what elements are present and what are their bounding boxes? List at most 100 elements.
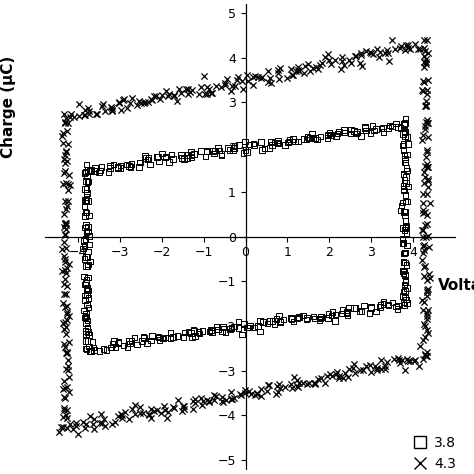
Point: [282, 141, 289, 149]
Point: [401, 366, 408, 374]
Point: [82, 168, 89, 176]
Point: [287, 314, 295, 322]
Point: [424, 329, 432, 337]
Point: [207, 89, 214, 97]
Point: [422, 60, 429, 68]
Point: [316, 315, 324, 322]
Point: [328, 61, 335, 68]
Point: [60, 377, 68, 384]
Point: [294, 66, 302, 74]
Point: [228, 324, 235, 331]
Point: [419, 296, 426, 304]
Point: [109, 106, 116, 114]
Point: [388, 123, 396, 130]
Point: [82, 424, 89, 432]
Point: [147, 405, 155, 413]
Point: [177, 151, 185, 159]
Point: [60, 413, 67, 420]
Point: [82, 276, 90, 283]
Point: [64, 348, 71, 356]
Point: [353, 128, 361, 136]
Point: [418, 227, 426, 234]
Point: [401, 301, 409, 309]
Point: [385, 124, 392, 131]
Point: [244, 324, 252, 331]
Point: [400, 140, 407, 148]
Point: [401, 119, 409, 127]
Point: [83, 254, 91, 261]
Point: [424, 76, 431, 84]
Point: [63, 205, 70, 212]
Point: [90, 344, 97, 351]
Point: [64, 186, 72, 194]
Point: [203, 90, 210, 98]
Point: [129, 405, 137, 413]
Point: [157, 409, 165, 417]
Point: [82, 253, 90, 261]
Point: [180, 155, 188, 163]
Point: [313, 136, 320, 144]
Point: [61, 219, 69, 227]
Point: [81, 185, 89, 193]
Point: [64, 356, 72, 364]
Point: [128, 337, 135, 345]
Point: [258, 73, 265, 81]
Point: [249, 81, 257, 89]
Point: [85, 304, 92, 311]
Point: [326, 370, 334, 378]
Point: [255, 73, 262, 81]
Point: [424, 119, 431, 127]
Point: [200, 398, 207, 405]
Point: [414, 45, 422, 53]
Point: [63, 349, 71, 356]
Point: [58, 245, 65, 253]
Point: [401, 281, 409, 288]
Point: [419, 355, 427, 363]
Point: [338, 57, 346, 64]
Point: [334, 368, 341, 375]
Point: [357, 132, 365, 140]
Point: [426, 274, 433, 282]
Point: [403, 167, 411, 174]
Point: [425, 243, 433, 251]
Point: [212, 392, 220, 400]
Point: [229, 146, 237, 154]
Point: [138, 337, 146, 345]
Point: [246, 321, 254, 329]
Point: [219, 393, 226, 401]
Point: [422, 101, 430, 109]
Point: [424, 220, 431, 228]
Point: [377, 356, 384, 364]
Point: [267, 137, 275, 145]
Point: [328, 131, 335, 139]
Point: [180, 333, 188, 341]
Point: [121, 409, 128, 416]
Point: [84, 324, 91, 332]
Point: [236, 391, 244, 398]
Point: [300, 70, 308, 77]
Point: [61, 167, 69, 174]
Point: [163, 87, 170, 94]
Point: [340, 128, 348, 136]
Point: [207, 326, 215, 334]
Point: [63, 127, 71, 135]
Point: [288, 65, 295, 73]
Point: [316, 316, 323, 324]
Point: [264, 382, 272, 389]
Point: [124, 343, 131, 351]
Point: [84, 337, 91, 345]
Point: [136, 97, 143, 105]
Point: [191, 395, 199, 403]
Point: [421, 333, 428, 341]
Point: [380, 128, 387, 136]
Point: [85, 108, 92, 115]
Point: [402, 41, 410, 48]
Point: [394, 301, 401, 309]
Point: [374, 365, 381, 372]
Point: [99, 100, 107, 108]
Point: [276, 318, 284, 326]
Point: [228, 395, 236, 402]
Point: [312, 64, 320, 71]
Point: [86, 347, 94, 355]
Point: [420, 246, 428, 254]
